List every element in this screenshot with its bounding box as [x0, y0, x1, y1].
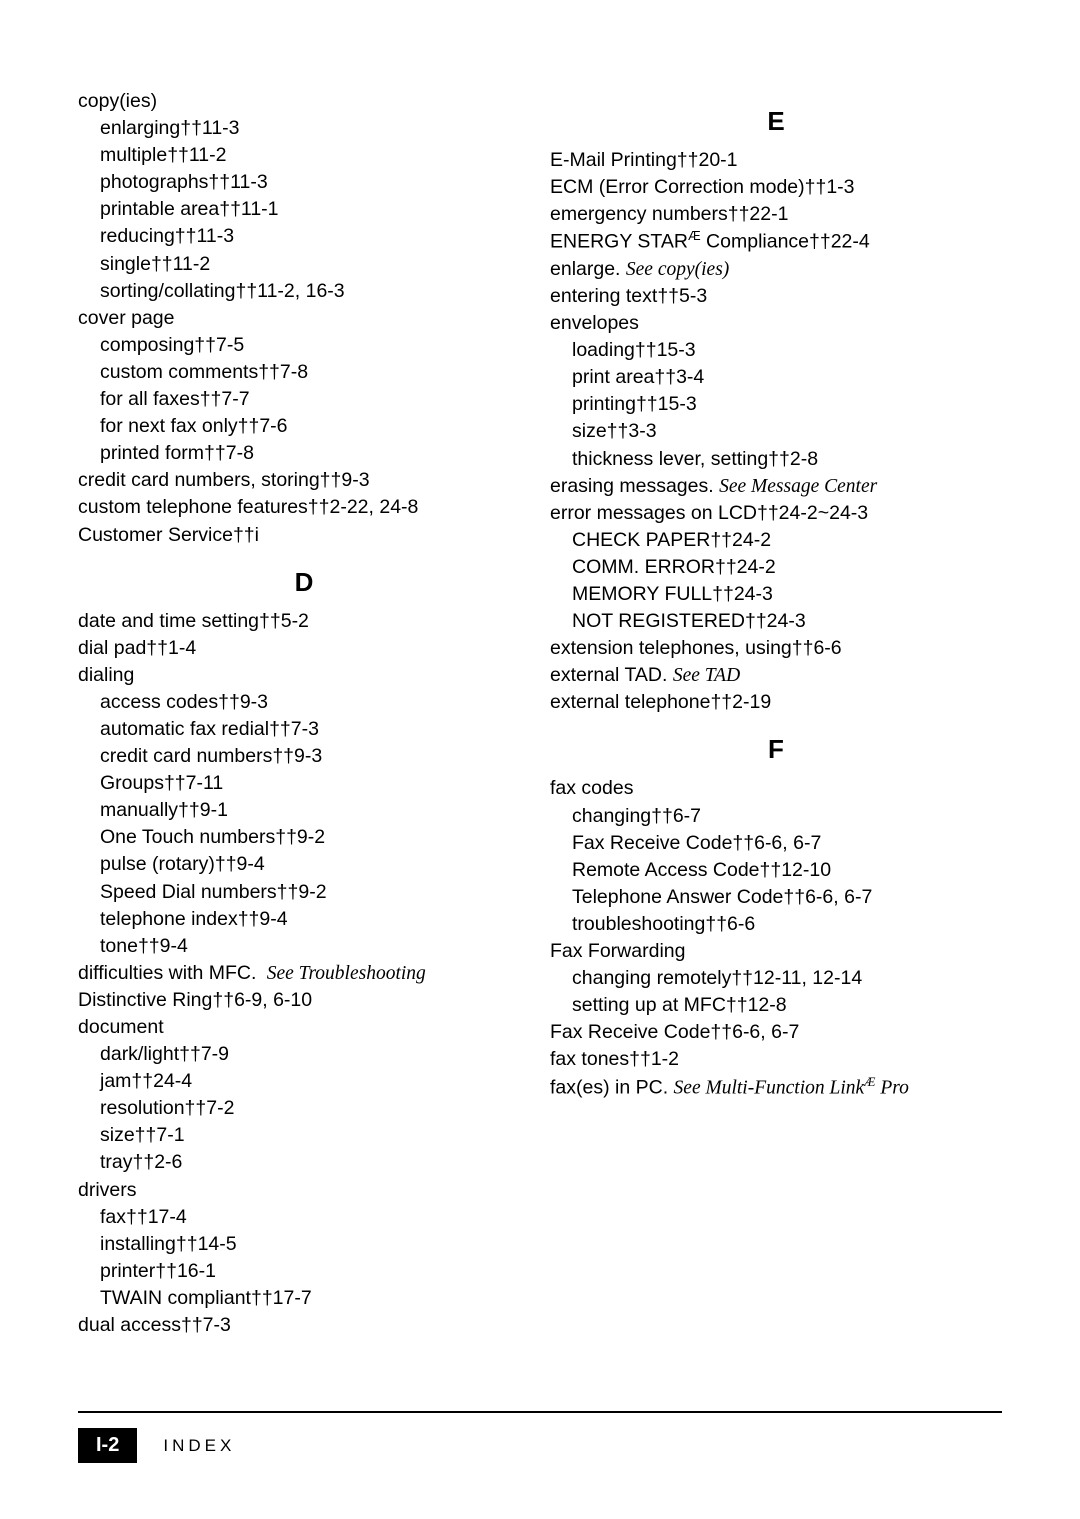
index-entry: entering text††5-3 — [550, 283, 1002, 310]
index-entry: reducing††11-3 — [78, 223, 530, 250]
index-entry: for next fax only††7-6 — [78, 413, 530, 440]
index-entry: ENERGY STARÆ Compliance††22-4 — [550, 228, 1002, 256]
index-entry: photographs††11-3 — [78, 169, 530, 196]
index-entry: printing††15-3 — [550, 391, 1002, 418]
index-entry: enlarging††11-3 — [78, 115, 530, 142]
index-entry: fax(es) in PC. See Multi-Function LinkÆ … — [550, 1074, 1002, 1102]
index-entry: dial pad††1-4 — [78, 635, 530, 662]
index-columns: copy(ies)enlarging††11-3multiple††11-2ph… — [78, 88, 1002, 1339]
index-entry: copy(ies) — [78, 88, 530, 115]
index-entry: ECM (Error Correction mode)††1-3 — [550, 174, 1002, 201]
index-entry: printable area††11-1 — [78, 196, 530, 223]
index-entry: cover page — [78, 305, 530, 332]
index-entry: difficulties with MFC. See Troubleshooti… — [78, 960, 530, 987]
index-entry: Customer Service††i — [78, 522, 530, 549]
index-entry: E-Mail Printing††20-1 — [550, 147, 1002, 174]
index-entry: custom telephone features††2-22, 24-8 — [78, 494, 530, 521]
index-entry: manually††9-1 — [78, 797, 530, 824]
page-number-badge: I-2 — [78, 1428, 137, 1463]
index-entry: credit card numbers, storing††9-3 — [78, 467, 530, 494]
index-entry: fax††17-4 — [78, 1204, 530, 1231]
index-entry: external telephone††2-19 — [550, 689, 1002, 716]
index-entry: envelopes — [550, 310, 1002, 337]
index-entry: fax codes — [550, 775, 1002, 802]
index-entry: Remote Access Code††12-10 — [550, 857, 1002, 884]
section-letter: D — [78, 567, 530, 598]
index-entry: installing††14-5 — [78, 1231, 530, 1258]
index-entry: Fax Receive Code††6-6, 6-7 — [550, 1019, 1002, 1046]
index-entry: dark/light††7-9 — [78, 1041, 530, 1068]
index-entry: changing††6-7 — [550, 803, 1002, 830]
index-entry: dialing — [78, 662, 530, 689]
index-entry: One Touch numbers††9-2 — [78, 824, 530, 851]
left-column: copy(ies)enlarging††11-3multiple††11-2ph… — [78, 88, 530, 1339]
footer-divider — [78, 1411, 1002, 1414]
right-column: E E-Mail Printing††20-1ECM (Error Correct… — [550, 88, 1002, 1339]
index-entry: document — [78, 1014, 530, 1041]
index-entry: multiple††11-2 — [78, 142, 530, 169]
index-entry: NOT REGISTERED††24-3 — [550, 608, 1002, 635]
index-entry: emergency numbers††22-1 — [550, 201, 1002, 228]
index-entry: external TAD. See TAD — [550, 662, 1002, 689]
index-entry: sorting/collating††11-2, 16-3 — [78, 278, 530, 305]
index-entry: TWAIN compliant††17-7 — [78, 1285, 530, 1312]
page-footer: I-2 INDEX — [78, 1428, 1002, 1463]
index-entry: Fax Receive Code††6-6, 6-7 — [550, 830, 1002, 857]
index-entry: jam††24-4 — [78, 1068, 530, 1095]
section-letter: F — [550, 734, 1002, 765]
index-entry: access codes††9-3 — [78, 689, 530, 716]
index-entry: print area††3-4 — [550, 364, 1002, 391]
index-entry: thickness lever, setting††2-8 — [550, 446, 1002, 473]
index-entry: tone††9-4 — [78, 933, 530, 960]
index-entry: enlarge. See copy(ies) — [550, 256, 1002, 283]
index-entry: credit card numbers††9-3 — [78, 743, 530, 770]
index-entry: printer††16-1 — [78, 1258, 530, 1285]
index-entry: date and time setting††5-2 — [78, 608, 530, 635]
index-entry: changing remotely††12-11, 12-14 — [550, 965, 1002, 992]
index-entry: Speed Dial numbers††9-2 — [78, 879, 530, 906]
index-entry: automatic fax redial††7-3 — [78, 716, 530, 743]
index-entry: size††7-1 — [78, 1122, 530, 1149]
index-entry: setting up at MFC††12-8 — [550, 992, 1002, 1019]
index-entry: fax tones††1-2 — [550, 1046, 1002, 1073]
index-entry: resolution††7-2 — [78, 1095, 530, 1122]
index-entry: composing††7-5 — [78, 332, 530, 359]
index-entry: Groups††7-11 — [78, 770, 530, 797]
index-entry: dual access††7-3 — [78, 1312, 530, 1339]
index-entry: drivers — [78, 1177, 530, 1204]
index-entry: erasing messages. See Message Center — [550, 473, 1002, 500]
index-entry: loading††15-3 — [550, 337, 1002, 364]
index-entry: COMM. ERROR††24-2 — [550, 554, 1002, 581]
index-entry: custom comments††7-8 — [78, 359, 530, 386]
index-entry: Fax Forwarding — [550, 938, 1002, 965]
index-entry: telephone index††9-4 — [78, 906, 530, 933]
footer-section-label: INDEX — [163, 1436, 235, 1456]
index-entry: printed form††7-8 — [78, 440, 530, 467]
index-entry: MEMORY FULL††24-3 — [550, 581, 1002, 608]
index-entry: single††11-2 — [78, 251, 530, 278]
section-letter: E — [550, 106, 1002, 137]
index-entry: error messages on LCD††24-2~24-3 — [550, 500, 1002, 527]
index-entry: for all faxes††7-7 — [78, 386, 530, 413]
index-entry: pulse (rotary)††9-4 — [78, 851, 530, 878]
index-entry: size††3-3 — [550, 418, 1002, 445]
index-entry: Distinctive Ring††6-9, 6-10 — [78, 987, 530, 1014]
index-entry: tray††2-6 — [78, 1149, 530, 1176]
index-entry: extension telephones, using††6-6 — [550, 635, 1002, 662]
index-entry: Telephone Answer Code††6-6, 6-7 — [550, 884, 1002, 911]
index-entry: troubleshooting††6-6 — [550, 911, 1002, 938]
index-entry: CHECK PAPER††24-2 — [550, 527, 1002, 554]
